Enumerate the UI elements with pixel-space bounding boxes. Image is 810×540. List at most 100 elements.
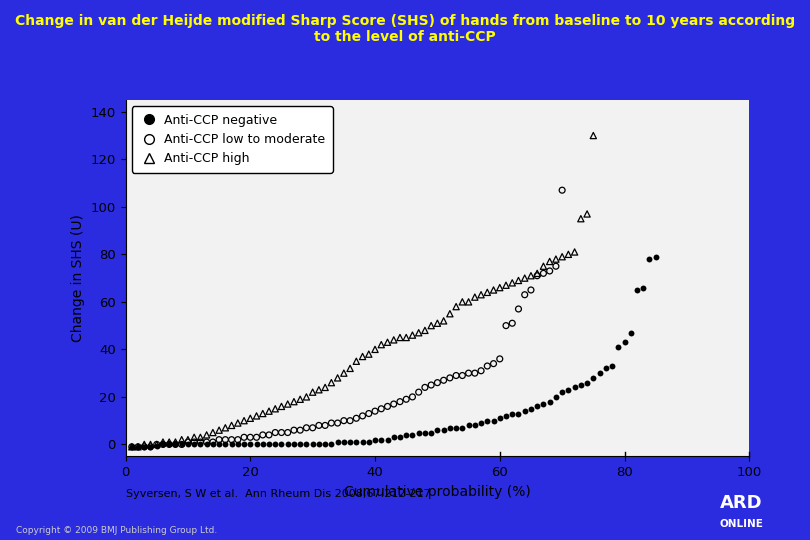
- Point: [456, 298, 469, 306]
- Point: [581, 210, 594, 218]
- Point: [531, 269, 544, 278]
- Point: [443, 309, 456, 318]
- Point: [169, 438, 182, 447]
- Point: [537, 269, 550, 278]
- Point: [643, 255, 656, 264]
- Point: [281, 428, 294, 437]
- Point: [456, 371, 469, 380]
- Point: [300, 423, 313, 432]
- Point: [244, 440, 257, 449]
- Point: [144, 442, 157, 451]
- Point: [225, 440, 238, 449]
- Point: [505, 409, 518, 418]
- Point: [207, 440, 220, 449]
- Point: [431, 319, 444, 328]
- Point: [207, 428, 220, 437]
- Point: [288, 426, 301, 435]
- Point: [250, 411, 263, 420]
- Point: [188, 440, 201, 449]
- Point: [456, 423, 469, 432]
- Point: [306, 440, 319, 449]
- Point: [188, 433, 201, 442]
- Point: [369, 435, 382, 444]
- Point: [381, 435, 394, 444]
- Point: [518, 274, 531, 282]
- Point: [256, 440, 269, 449]
- Point: [294, 426, 307, 435]
- Point: [300, 393, 313, 401]
- Point: [138, 440, 151, 449]
- Point: [244, 414, 257, 423]
- Point: [568, 383, 581, 391]
- Point: [269, 404, 282, 413]
- Point: [181, 435, 194, 444]
- Point: [400, 333, 413, 342]
- Point: [313, 386, 326, 394]
- Point: [318, 440, 331, 449]
- Point: [131, 442, 144, 451]
- Point: [500, 281, 513, 289]
- Point: [338, 438, 351, 447]
- Point: [313, 440, 326, 449]
- Point: [412, 388, 425, 396]
- Point: [156, 440, 169, 449]
- Point: [463, 369, 475, 377]
- Point: [237, 416, 250, 425]
- Point: [505, 279, 518, 287]
- Point: [194, 440, 207, 449]
- Point: [169, 440, 182, 449]
- Point: [194, 438, 207, 447]
- Point: [556, 252, 569, 261]
- Point: [331, 418, 344, 427]
- Point: [343, 364, 356, 373]
- Point: [250, 433, 263, 442]
- Point: [481, 288, 494, 296]
- Point: [325, 418, 338, 427]
- Point: [512, 409, 525, 418]
- Point: [288, 397, 301, 406]
- Text: Change in van der Heijde modified Sharp Score (SHS) of hands from baseline to 10: Change in van der Heijde modified Sharp …: [15, 14, 795, 28]
- Point: [424, 381, 437, 389]
- Point: [200, 440, 213, 449]
- Point: [618, 338, 631, 347]
- Point: [512, 276, 525, 285]
- Point: [338, 416, 351, 425]
- Point: [175, 435, 188, 444]
- Y-axis label: Change in SHS (U): Change in SHS (U): [71, 214, 85, 342]
- Point: [400, 395, 413, 403]
- Point: [606, 362, 619, 370]
- Point: [512, 305, 525, 313]
- Point: [443, 374, 456, 382]
- Point: [232, 435, 245, 444]
- Point: [175, 440, 188, 449]
- Point: [431, 379, 444, 387]
- Point: [194, 433, 207, 442]
- Point: [131, 442, 144, 451]
- Point: [181, 438, 194, 447]
- Point: [269, 428, 282, 437]
- Point: [281, 440, 294, 449]
- Point: [343, 416, 356, 425]
- Point: [318, 383, 331, 391]
- Point: [450, 423, 463, 432]
- Point: [200, 438, 213, 447]
- Point: [487, 416, 500, 425]
- Point: [475, 367, 488, 375]
- Point: [375, 435, 388, 444]
- Point: [362, 350, 375, 359]
- Point: [481, 362, 494, 370]
- Point: [406, 393, 419, 401]
- Point: [144, 440, 157, 449]
- Point: [325, 379, 338, 387]
- Point: [350, 438, 363, 447]
- Point: [544, 397, 556, 406]
- Point: [219, 440, 232, 449]
- Point: [481, 416, 494, 425]
- Point: [406, 331, 419, 340]
- Point: [549, 255, 562, 264]
- Point: [637, 284, 650, 292]
- Point: [387, 400, 400, 408]
- Point: [424, 321, 437, 330]
- Point: [175, 440, 188, 449]
- Point: [581, 379, 594, 387]
